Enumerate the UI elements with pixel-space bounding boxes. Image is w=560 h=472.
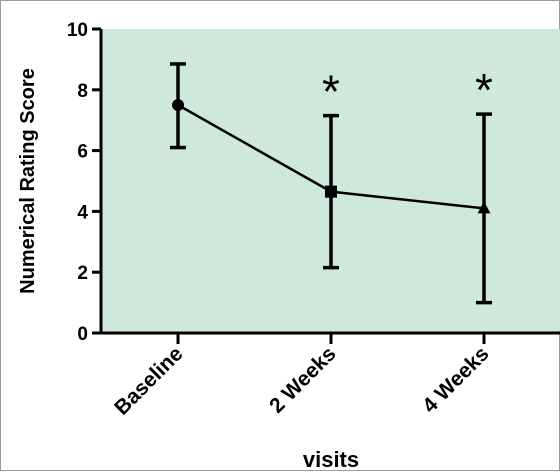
- y-tick-label-2: 2: [77, 263, 88, 284]
- x-axis: Baseline 2 Weeks 4 Weeks: [101, 331, 560, 420]
- marker-triangle-2: [477, 201, 491, 214]
- series-markers: [172, 99, 491, 214]
- y-axis-label: Numerical Rating Score: [17, 68, 39, 294]
- y-tick-label-0: 0: [77, 324, 88, 345]
- x-axis-label: visits: [303, 447, 359, 472]
- y-tick-label-6: 6: [77, 142, 88, 163]
- y-tick-label-4: 4: [77, 202, 88, 223]
- significance-star-1: *: [322, 66, 340, 118]
- x-tick-label-1: 2 Weeks: [265, 342, 340, 417]
- x-tick-label-2: 4 Weeks: [418, 342, 493, 417]
- significance-annotations: * *: [322, 64, 493, 118]
- y-axis: 0 2 4 6 8 10: [67, 20, 103, 345]
- x-tick-label-0: Baseline: [110, 342, 187, 419]
- significance-star-2: *: [475, 64, 493, 116]
- marker-square-1: [325, 185, 337, 198]
- y-tick-label-8: 8: [77, 81, 88, 102]
- y-tick-label-10: 10: [67, 20, 88, 41]
- marker-circle-0: [172, 99, 184, 111]
